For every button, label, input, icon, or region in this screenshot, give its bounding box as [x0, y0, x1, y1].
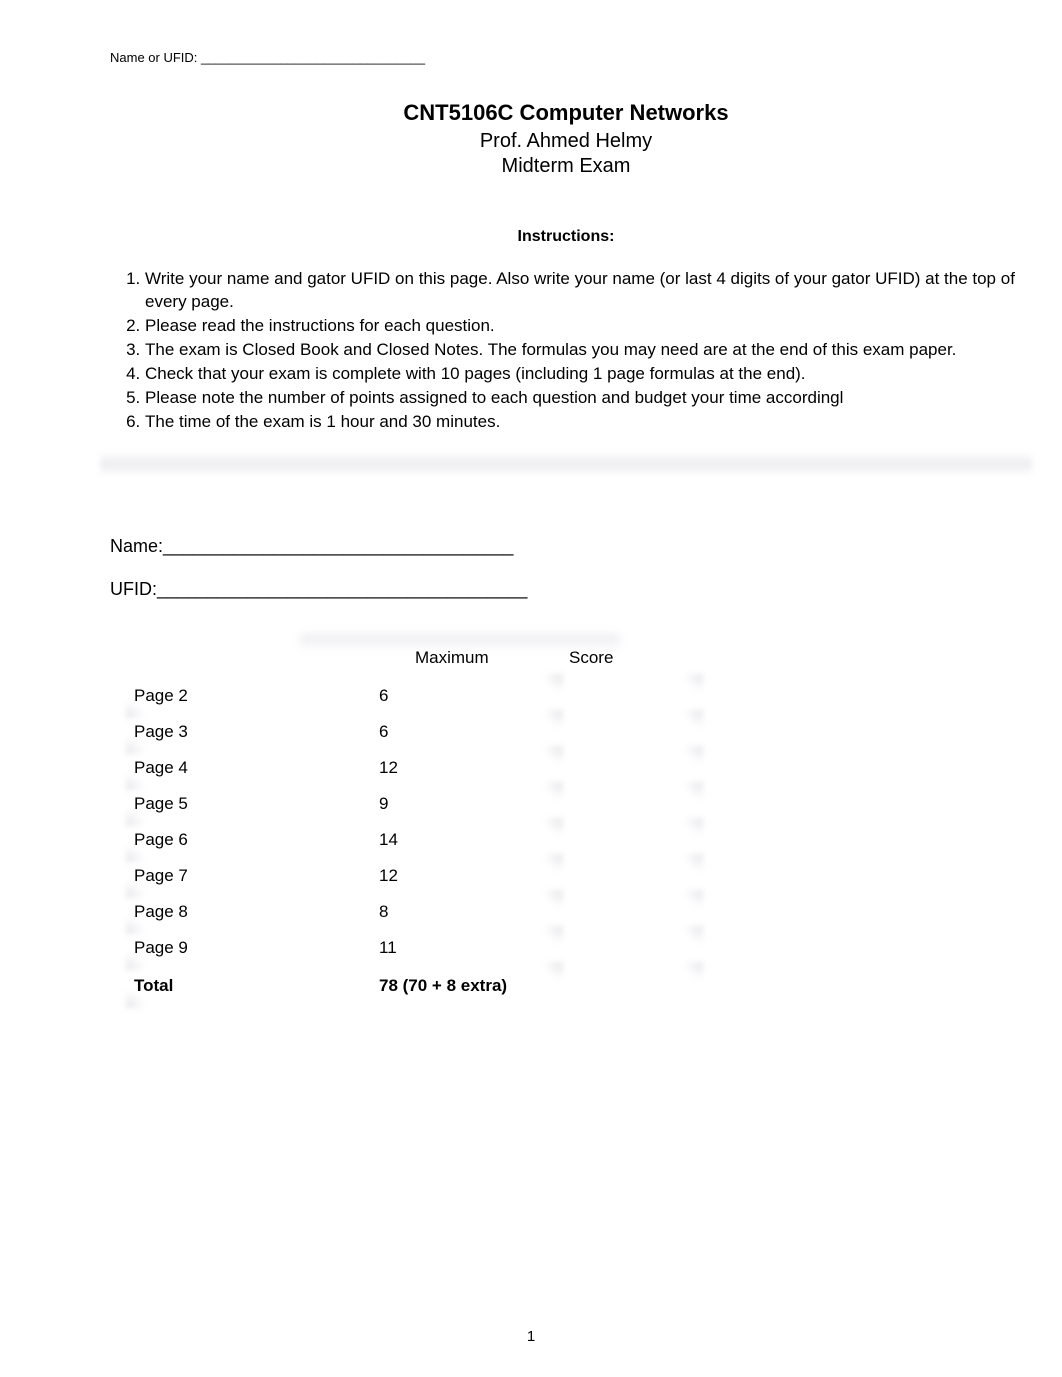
instruction-item: Please read the instructions for each qu… [145, 315, 1022, 338]
cell-page: Page 2 [130, 678, 375, 714]
table-row: Page 4 12 [130, 750, 705, 786]
cell-score [565, 750, 705, 786]
cell-total-label: Total [130, 966, 375, 1004]
name-field-line: Name:___________________________________ [110, 536, 1022, 557]
cell-page: Page 9 [130, 930, 375, 966]
table-row: Page 6 14 [130, 822, 705, 858]
header-name-ufid: Name or UFID: __________________________… [110, 50, 1022, 65]
instruction-item: Check that your exam is complete with 10… [145, 363, 1022, 386]
score-table: Maximum Score Page 2 6 Page 3 6 Page 4 1… [130, 640, 705, 1004]
exam-name: Midterm Exam [110, 155, 1022, 178]
cell-max: 6 [375, 714, 565, 750]
cell-total-score [565, 966, 705, 1004]
cell-score [565, 858, 705, 894]
cell-score [565, 786, 705, 822]
cell-max: 12 [375, 750, 565, 786]
instruction-item: Write your name and gator UFID on this p… [145, 268, 1022, 314]
instruction-item: Please note the number of points assigne… [145, 387, 1022, 410]
instructions-heading: Instructions: [110, 228, 1022, 246]
col-maximum-header: Maximum [375, 640, 565, 678]
cell-max: 12 [375, 858, 565, 894]
table-row: Page 8 8 [130, 894, 705, 930]
cell-total-max: 78 (70 + 8 extra) [375, 966, 565, 1004]
cell-page: Page 8 [130, 894, 375, 930]
table-row: Page 2 6 [130, 678, 705, 714]
ufid-field-line: UFID:___________________________________… [110, 579, 1022, 600]
professor-name: Prof. Ahmed Helmy [110, 130, 1022, 153]
cell-score [565, 714, 705, 750]
table-row: Page 5 9 [130, 786, 705, 822]
cell-score [565, 678, 705, 714]
course-title: CNT5106C Computer Networks [110, 100, 1022, 126]
table-total-row: Total 78 (70 + 8 extra) [130, 966, 705, 1004]
col-page-header [130, 640, 375, 678]
col-score-header: Score [565, 640, 705, 678]
section-divider-blur [100, 452, 1032, 476]
cell-max: 11 [375, 930, 565, 966]
score-table-wrapper: Maximum Score Page 2 6 Page 3 6 Page 4 1… [110, 640, 1022, 1004]
cell-max: 14 [375, 822, 565, 858]
instruction-item: The time of the exam is 1 hour and 30 mi… [145, 411, 1022, 434]
cell-max: 8 [375, 894, 565, 930]
cell-page: Page 7 [130, 858, 375, 894]
cell-score [565, 822, 705, 858]
cell-page: Page 6 [130, 822, 375, 858]
table-header-row: Maximum Score [130, 640, 705, 678]
title-block: CNT5106C Computer Networks Prof. Ahmed H… [110, 100, 1022, 178]
cell-page: Page 3 [130, 714, 375, 750]
table-row: Page 7 12 [130, 858, 705, 894]
table-row: Page 9 11 [130, 930, 705, 966]
instructions-list: Write your name and gator UFID on this p… [110, 268, 1022, 434]
instruction-item: The exam is Closed Book and Closed Notes… [145, 339, 1022, 362]
cell-score [565, 894, 705, 930]
cell-page: Page 4 [130, 750, 375, 786]
form-fields: Name:___________________________________… [110, 536, 1022, 600]
cell-max: 6 [375, 678, 565, 714]
cell-score [565, 930, 705, 966]
cell-max: 9 [375, 786, 565, 822]
page-number: 1 [0, 1328, 1062, 1345]
cell-page: Page 5 [130, 786, 375, 822]
table-row: Page 3 6 [130, 714, 705, 750]
